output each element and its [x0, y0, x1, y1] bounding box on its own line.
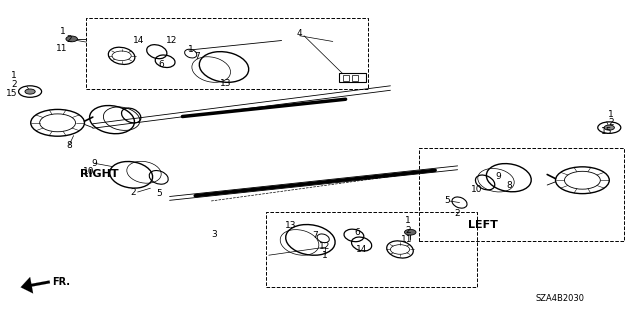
Text: RIGHT: RIGHT: [80, 169, 118, 179]
Text: 1: 1: [188, 45, 193, 54]
Text: 2: 2: [12, 80, 17, 89]
Text: 11: 11: [56, 44, 68, 53]
Text: 10: 10: [471, 185, 483, 194]
Text: 1: 1: [609, 110, 614, 119]
Text: 5: 5: [156, 189, 161, 198]
Bar: [339, 73, 366, 82]
Text: 8: 8: [506, 181, 511, 190]
Text: 13: 13: [285, 221, 297, 230]
Text: 12: 12: [319, 242, 331, 251]
Text: 9: 9: [92, 159, 97, 168]
Circle shape: [66, 36, 77, 42]
Text: 6: 6: [355, 228, 360, 237]
Text: FR.: FR.: [52, 277, 70, 287]
Circle shape: [404, 229, 416, 235]
Text: 10: 10: [83, 167, 94, 176]
Text: 14: 14: [133, 36, 145, 45]
Text: 6: 6: [159, 60, 164, 69]
Text: 1: 1: [12, 71, 17, 80]
Text: 14: 14: [356, 245, 367, 254]
Text: 15: 15: [6, 89, 17, 98]
Text: 11: 11: [401, 235, 413, 244]
Text: 13: 13: [220, 79, 231, 88]
Text: 3: 3: [212, 230, 217, 239]
Text: 5: 5: [444, 196, 449, 205]
Text: 7: 7: [195, 52, 200, 61]
Text: 2: 2: [67, 35, 72, 44]
Text: 1: 1: [323, 251, 328, 260]
Text: 7: 7: [312, 231, 317, 240]
Text: 4: 4: [297, 29, 302, 38]
Text: 2: 2: [609, 118, 614, 127]
Text: 12: 12: [166, 36, 177, 45]
Circle shape: [604, 125, 614, 130]
Text: 9: 9: [495, 172, 500, 181]
Text: 2: 2: [131, 188, 136, 197]
Text: SZA4B2030: SZA4B2030: [536, 294, 584, 303]
Text: 2: 2: [406, 226, 411, 235]
Text: 2: 2: [455, 209, 460, 218]
Text: 15: 15: [601, 127, 612, 136]
Text: 1: 1: [60, 27, 65, 36]
Text: 1: 1: [406, 216, 411, 225]
Bar: [352, 75, 358, 81]
Circle shape: [25, 89, 35, 94]
Text: LEFT: LEFT: [468, 220, 498, 230]
Bar: [343, 75, 349, 81]
Text: 8: 8: [67, 141, 72, 150]
